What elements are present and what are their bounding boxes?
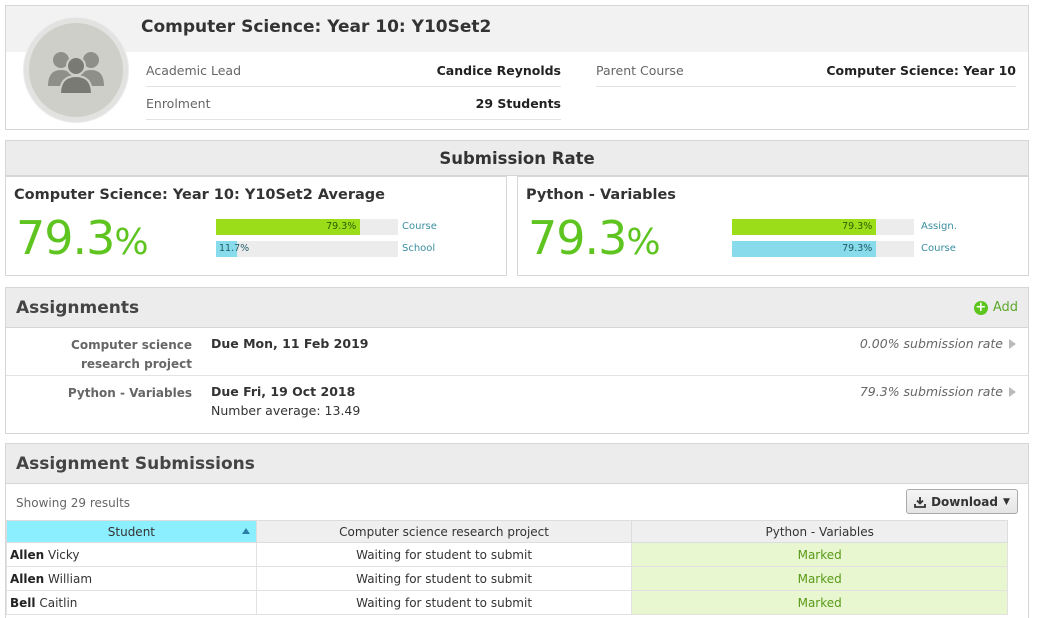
assignment-due: Due Fri, 19 Oct 2018 bbox=[211, 384, 356, 399]
assignment-row[interactable]: Computer science research project Due Mo… bbox=[6, 328, 1028, 376]
student-name[interactable]: Allen Vicky bbox=[6, 542, 257, 567]
submission-status[interactable]: Marked bbox=[631, 566, 1008, 591]
course-avatar bbox=[23, 17, 129, 123]
assignments-header: Assignments + Add bbox=[6, 288, 1028, 328]
enrolment-value[interactable]: 29 Students bbox=[475, 96, 561, 111]
assign-rate-bar-label: Assign. bbox=[921, 221, 957, 232]
assignment-rate[interactable]: 79.3% submission rate bbox=[860, 384, 1016, 399]
school-rate-bar: 11.7% bbox=[216, 241, 398, 257]
column-header-assignment[interactable]: Computer science research project bbox=[255, 520, 633, 543]
plus-icon: + bbox=[973, 299, 988, 315]
enrolment-label: Enrolment bbox=[146, 96, 211, 111]
class-average-box: Computer Science: Year 10: Y10Set2 Avera… bbox=[5, 176, 507, 276]
group-icon bbox=[48, 52, 104, 94]
caret-down-icon: ▼ bbox=[1002, 496, 1010, 507]
submissions-panel: Assignment Submissions Showing 29 result… bbox=[5, 443, 1029, 618]
assignment-rate[interactable]: 0.00% submission rate bbox=[860, 336, 1016, 351]
student-name[interactable]: Allen William bbox=[6, 566, 257, 591]
assign-course-rate-bar-label: Course bbox=[921, 243, 956, 254]
table-row: Allen Vicky Waiting for student to submi… bbox=[6, 542, 1008, 567]
assign-course-rate-bar: 79.3% bbox=[732, 241, 914, 257]
academic-lead-value[interactable]: Candice Reynolds bbox=[436, 63, 561, 78]
course-rate-bar-label: Course bbox=[402, 221, 437, 232]
add-assignment-button[interactable]: + Add bbox=[973, 299, 1018, 315]
expand-arrow-icon[interactable] bbox=[1009, 386, 1016, 397]
submission-status[interactable]: Waiting for student to submit bbox=[255, 590, 633, 615]
download-button[interactable]: Download ▼ bbox=[906, 489, 1018, 514]
course-rate-bar: 79.3% bbox=[216, 219, 398, 235]
assignment-name[interactable]: Computer science research project bbox=[71, 338, 192, 371]
assignment-row[interactable]: Python - Variables Due Fri, 19 Oct 2018 … bbox=[6, 376, 1028, 424]
column-header-assignment[interactable]: Python - Variables bbox=[631, 520, 1008, 543]
table-row: Allen William Waiting for student to sub… bbox=[6, 566, 1008, 591]
submission-status[interactable]: Marked bbox=[631, 590, 1008, 615]
results-count: Showing 29 results bbox=[16, 496, 131, 510]
table-row: Bell Caitlin Waiting for student to subm… bbox=[6, 590, 1008, 615]
parent-course-label: Parent Course bbox=[596, 63, 684, 78]
assignment-average: Number average: 13.49 bbox=[211, 403, 361, 418]
submission-status[interactable]: Marked bbox=[631, 542, 1008, 567]
submission-status[interactable]: Waiting for student to submit bbox=[255, 566, 633, 591]
expand-arrow-icon[interactable] bbox=[1009, 338, 1016, 349]
assignment-rate-value: 79.3% bbox=[528, 211, 661, 265]
course-header-panel: Computer Science: Year 10: Y10Set2 Acade… bbox=[5, 5, 1029, 130]
submission-rate-panel: Submission Rate Computer Science: Year 1… bbox=[5, 140, 1029, 277]
submissions-table: Student Computer science research projec… bbox=[6, 520, 1008, 615]
assignments-title: Assignments bbox=[16, 297, 140, 318]
sort-ascending-icon bbox=[241, 528, 250, 534]
parent-course-row: Parent Course Computer Science: Year 10 bbox=[596, 55, 1016, 87]
submissions-title: Assignment Submissions bbox=[16, 453, 255, 474]
download-icon bbox=[914, 496, 926, 508]
class-average-label: Computer Science: Year 10: Y10Set2 Avera… bbox=[14, 187, 385, 203]
assignment-rate-label: Python - Variables bbox=[526, 187, 676, 203]
submission-rate-title: Submission Rate bbox=[5, 140, 1029, 176]
assignments-panel: Assignments + Add Computer science resea… bbox=[5, 287, 1029, 434]
add-assignment-label: Add bbox=[992, 300, 1018, 315]
submissions-header: Assignment Submissions bbox=[6, 444, 1028, 484]
enrolment-row: Enrolment 29 Students bbox=[146, 88, 561, 120]
school-rate-bar-label: School bbox=[402, 243, 436, 254]
assignment-due: Due Mon, 11 Feb 2019 bbox=[211, 336, 369, 351]
academic-lead-label: Academic Lead bbox=[146, 63, 242, 78]
assign-rate-bar: 79.3% bbox=[732, 219, 914, 235]
assignment-name[interactable]: Python - Variables bbox=[67, 386, 192, 400]
download-label: Download bbox=[931, 494, 998, 509]
submission-status[interactable]: Waiting for student to submit bbox=[255, 542, 633, 567]
academic-lead-row: Academic Lead Candice Reynolds bbox=[146, 55, 561, 87]
parent-course-value[interactable]: Computer Science: Year 10 bbox=[826, 63, 1016, 78]
class-average-value: 79.3% bbox=[16, 211, 149, 265]
student-name[interactable]: Bell Caitlin bbox=[6, 590, 257, 615]
column-header-student[interactable]: Student bbox=[6, 520, 257, 543]
course-title: Computer Science: Year 10: Y10Set2 bbox=[141, 17, 492, 37]
assignment-rate-box: Python - Variables 79.3% 79.3% Assign. 7… bbox=[517, 176, 1029, 276]
